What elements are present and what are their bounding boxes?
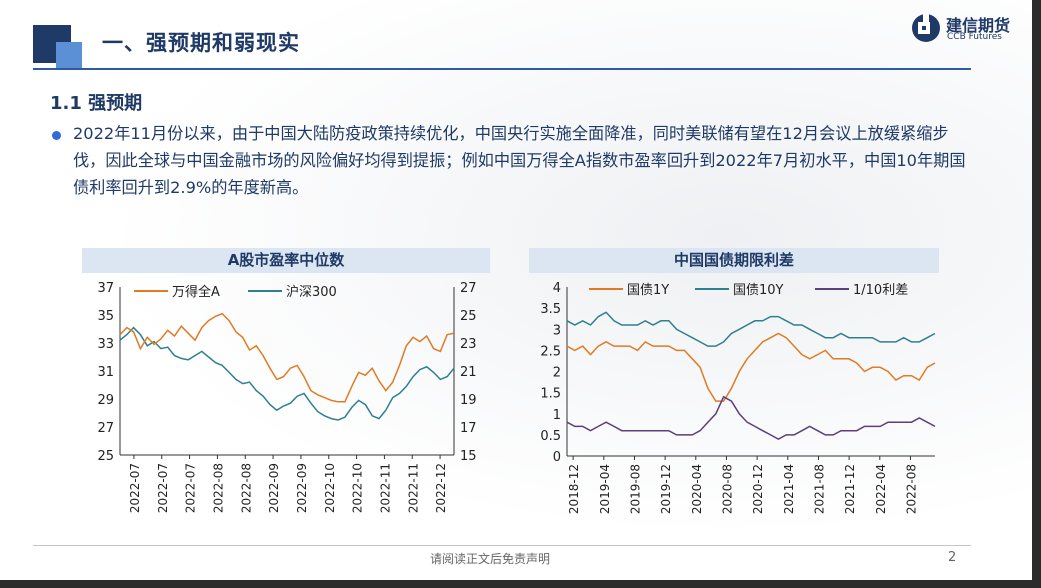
x-tick-label: 2020-08 — [720, 464, 734, 514]
series-line-hs300 — [119, 326, 455, 421]
footer-divider — [33, 545, 971, 546]
x-tick-label: 2019-04 — [598, 464, 612, 514]
x-tick-label: 2022-10 — [351, 463, 365, 513]
bullet-text: 2022年11月份以来，由于中国大陆防疫政策持续优化，中国央行实施全面降准，同时… — [73, 124, 966, 197]
y-tick-label: 1.5 — [540, 387, 561, 402]
x-tick-label: 2019-08 — [628, 464, 642, 514]
y-right-tick-label: 21 — [460, 365, 477, 380]
chart-title-pe: A股市盈率中位数 — [82, 248, 490, 273]
y-left-tick-label: 33 — [97, 337, 114, 352]
x-tick-label: 2018-12 — [567, 464, 581, 514]
series-line-bond-1y — [566, 332, 936, 402]
ccb-logo-mark-icon — [912, 14, 940, 42]
x-tick-label: 2022-07 — [184, 463, 198, 513]
bullet-dot-icon — [52, 131, 61, 140]
series-line-bond-10y — [566, 311, 936, 347]
y-left-tick-label: 29 — [97, 393, 114, 408]
title-decoration-blue — [56, 42, 82, 68]
y-right-tick-label: 17 — [460, 421, 477, 436]
series-line-wande — [119, 312, 455, 403]
y-right-tick-label: 15 — [460, 449, 477, 464]
y-left-tick-label: 25 — [97, 449, 114, 464]
y-right-tick-label: 25 — [460, 309, 477, 324]
slide-title: 一、强预期和弱现实 — [102, 31, 300, 55]
y-tick-label: 1 — [553, 408, 561, 423]
y-left-tick-label: 35 — [97, 309, 114, 324]
y-left-tick-label: 31 — [97, 365, 114, 380]
x-tick-label: 2022-11 — [378, 463, 392, 513]
section-heading: 1.1 强预期 — [50, 93, 143, 114]
x-tick-label: 2019-12 — [659, 464, 673, 514]
chart-title-spread: 中国国债期限利差 — [529, 248, 939, 273]
x-tick-label: 2022-11 — [406, 463, 420, 513]
y-left-tick-label: 37 — [97, 281, 114, 296]
y-right-tick-label: 27 — [460, 281, 477, 296]
x-tick-label: 2020-04 — [690, 464, 704, 514]
page-number: 2 — [948, 550, 957, 565]
ccb-futures-logo — [912, 14, 940, 42]
x-tick-label: 2022-04 — [874, 464, 888, 514]
legend-label-wande: 万得全A — [172, 284, 220, 300]
x-tick-label: 2021-12 — [843, 464, 857, 514]
y-right-tick-label: 23 — [460, 337, 477, 352]
x-tick-label: 2022-10 — [323, 463, 337, 513]
x-tick-label: 2022-09 — [267, 463, 281, 513]
y-tick-label: 0 — [553, 450, 561, 465]
bond-spread-chart: 0 0.5 1 1.5 2 2.5 3 3.5 4 2018-12 2019-04 2019-08 20… — [540, 281, 936, 514]
title-underline — [33, 68, 971, 70]
logo-name: 建信期货 — [946, 16, 1011, 35]
y-tick-label: 3 — [553, 323, 561, 338]
y-right-tick-label: 19 — [460, 393, 477, 408]
legend-label: 国债10Y — [733, 283, 784, 298]
x-tick-label: 2022-09 — [295, 463, 309, 513]
pe-ratio-chart: 25 27 29 31 33 35 37 15 17 19 21 23 25 27 2022-07 2022-… — [97, 281, 477, 513]
footer-disclaimer: 请阅读正文后免责声明 — [430, 552, 551, 566]
legend-label: 国债1Y — [627, 283, 669, 298]
x-tick-label: 2022-08 — [904, 464, 918, 514]
x-tick-label: 2020-12 — [751, 464, 765, 514]
legend-label: 1/10利差 — [853, 283, 908, 298]
y-left-tick-label: 27 — [97, 421, 114, 436]
x-tick-label: 2022-07 — [156, 463, 170, 513]
x-tick-label: 2021-04 — [782, 464, 796, 514]
y-tick-label: 4 — [553, 281, 561, 296]
window-frame-bottom — [0, 580, 1041, 588]
x-tick-label: 2022-08 — [239, 463, 253, 513]
legend-label-hs300: 沪深300 — [286, 284, 337, 300]
x-tick-label: 2021-08 — [812, 464, 826, 514]
series-line-spread — [566, 395, 936, 440]
window-frame-right — [1032, 0, 1041, 588]
x-tick-label: 2022-07 — [128, 463, 142, 513]
x-tick-label: 2022-12 — [434, 463, 448, 513]
y-tick-label: 2 — [553, 366, 561, 381]
y-tick-label: 3.5 — [540, 302, 561, 317]
y-tick-label: 0.5 — [540, 429, 561, 444]
x-tick-label: 2022-08 — [211, 463, 225, 513]
y-tick-label: 2.5 — [540, 344, 561, 359]
logo-english-name: CCB Futures — [947, 32, 1002, 42]
